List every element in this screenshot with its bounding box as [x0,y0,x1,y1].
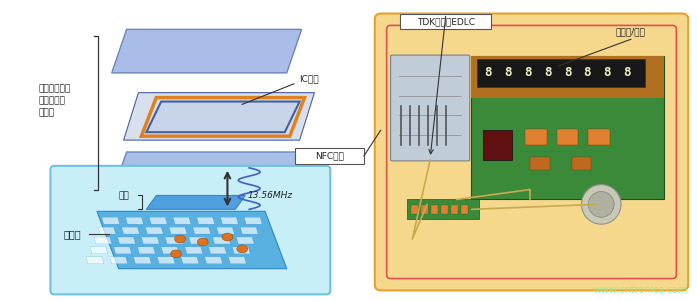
Text: 13.56MHz: 13.56MHz [247,191,292,200]
Ellipse shape [222,233,233,241]
Polygon shape [232,247,250,254]
Circle shape [588,191,614,217]
Text: 8: 8 [484,67,492,79]
Polygon shape [189,237,207,244]
Text: 8: 8 [623,67,631,79]
Polygon shape [244,217,262,224]
Polygon shape [236,237,254,244]
FancyBboxPatch shape [50,166,330,294]
Polygon shape [161,247,179,254]
Text: 8: 8 [564,67,572,79]
Polygon shape [94,237,112,244]
Polygon shape [158,257,175,264]
Polygon shape [217,227,234,234]
Polygon shape [123,93,314,140]
Polygon shape [146,227,163,234]
Bar [411,205,418,214]
Text: 搞载显示器的
下一代型号
智能卡: 搞载显示器的 下一代型号 智能卡 [38,84,70,117]
Text: 8: 8 [604,67,611,79]
Polygon shape [86,257,104,264]
Bar [572,157,591,170]
Text: 显示器/模块: 显示器/模块 [616,27,646,36]
Bar [421,205,428,214]
Polygon shape [240,227,258,234]
Polygon shape [205,257,222,264]
Ellipse shape [197,238,208,246]
Bar [557,129,579,145]
Polygon shape [97,211,286,269]
Polygon shape [165,237,183,244]
Polygon shape [173,217,191,224]
Ellipse shape [237,245,247,253]
Polygon shape [193,227,210,234]
Polygon shape [185,247,203,254]
Polygon shape [122,227,139,234]
Bar [588,129,610,145]
Polygon shape [109,257,128,264]
Bar [408,200,479,219]
Text: 天线: 天线 [118,191,130,200]
Bar [295,148,364,164]
Text: 读写器: 读写器 [63,229,81,239]
Bar [477,59,645,87]
Polygon shape [213,237,231,244]
Text: www.cntronics.com: www.cntronics.com [594,285,688,295]
Polygon shape [125,217,144,224]
Polygon shape [114,247,132,254]
Polygon shape [169,227,187,234]
Circle shape [581,185,621,224]
Bar [461,205,468,214]
Text: IC芯片: IC芯片 [300,74,319,83]
Polygon shape [149,217,167,224]
Polygon shape [118,237,135,244]
Text: 8: 8 [583,67,591,79]
Polygon shape [181,257,199,264]
Polygon shape [146,195,245,209]
Polygon shape [197,217,215,224]
Polygon shape [146,101,300,132]
Bar [401,14,491,29]
Polygon shape [112,152,302,195]
Polygon shape [137,247,155,254]
Polygon shape [134,257,151,264]
Polygon shape [90,247,108,254]
Polygon shape [220,217,238,224]
Text: 8: 8 [524,67,532,79]
Polygon shape [208,247,227,254]
Text: 8: 8 [505,67,512,79]
Text: TDK超薄型EDLC: TDK超薄型EDLC [417,17,475,26]
Polygon shape [102,217,120,224]
Bar [431,205,438,214]
Ellipse shape [174,235,185,243]
FancyBboxPatch shape [390,55,470,161]
Bar [441,205,448,214]
Bar [451,205,458,214]
Bar [470,56,664,98]
FancyBboxPatch shape [375,14,688,290]
Bar [525,129,547,145]
Polygon shape [112,29,302,73]
Ellipse shape [171,250,181,258]
Bar [530,157,550,170]
Polygon shape [229,257,246,264]
Polygon shape [141,237,159,244]
Text: NFC天线: NFC天线 [315,151,344,160]
Polygon shape [98,227,116,234]
Bar [470,56,664,200]
Bar [482,130,512,160]
Text: 8: 8 [544,67,551,79]
